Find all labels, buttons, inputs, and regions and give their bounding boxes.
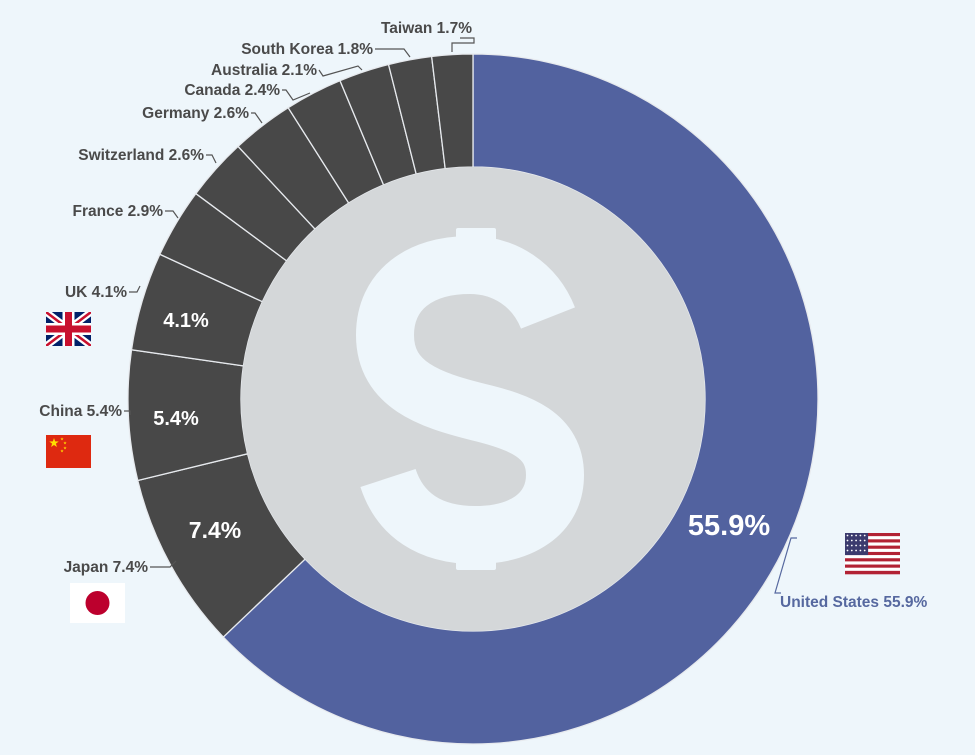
label-china: China 5.4% — [39, 403, 122, 420]
leader-line-germany — [251, 112, 263, 124]
label-germany: Germany 2.6% — [142, 105, 249, 122]
japan-flag-icon — [70, 583, 125, 623]
leader-line-france — [165, 210, 179, 219]
slice-value-japan: 7.4% — [189, 517, 241, 543]
slice-value-united-states: 55.9% — [688, 510, 770, 542]
label-south-korea: South Korea 1.8% — [241, 41, 373, 58]
china-flag-icon — [46, 435, 91, 468]
slice-value-uk: 4.1% — [163, 310, 209, 332]
us-flag-icon — [845, 533, 900, 575]
label-canada: Canada 2.4% — [184, 82, 280, 99]
label-united-states: United States 55.9% — [780, 594, 928, 611]
leader-line-south-korea — [375, 48, 411, 58]
leader-line-taiwan — [451, 37, 475, 52]
dollar-sign-icon — [355, 228, 585, 570]
leader-line-australia — [318, 65, 363, 77]
slices-group — [127, 53, 819, 745]
leader-line-switzerland — [206, 154, 217, 164]
label-france: France 2.9% — [73, 203, 164, 220]
label-switzerland: Switzerland 2.6% — [78, 147, 204, 164]
slice-value-china: 5.4% — [153, 408, 199, 430]
uk-flag-icon — [46, 312, 91, 346]
leader-line-canada — [282, 89, 311, 101]
leader-lines-group — [124, 37, 797, 594]
labels-group: United States 55.9% 55.9% Japan 7.4% 7.4% Ch… — [39, 20, 927, 611]
leader-line-united-states — [774, 537, 797, 594]
slice-united-states — [222, 53, 819, 745]
leader-line-china — [124, 410, 131, 415]
flags-group — [46, 312, 900, 623]
leader-line-uk — [129, 285, 141, 293]
label-australia: Australia 2.1% — [211, 62, 317, 79]
leader-line-japan — [150, 560, 177, 568]
label-taiwan: Taiwan 1.7% — [381, 20, 472, 37]
label-uk: UK 4.1% — [65, 284, 127, 301]
label-japan: Japan 7.4% — [64, 559, 149, 576]
